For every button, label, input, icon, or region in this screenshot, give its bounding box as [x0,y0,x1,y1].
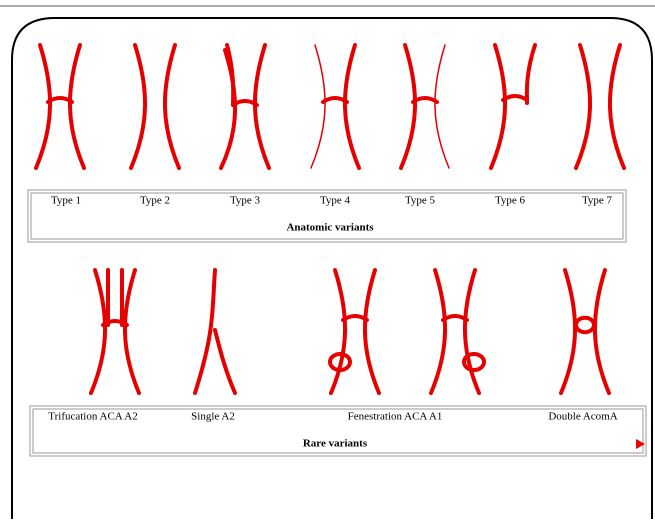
vessel [331,270,345,393]
vessel [443,316,467,320]
vessel [561,270,575,393]
scroll-arrow[interactable] [636,439,645,449]
vessel [125,270,139,393]
caption: Anatomic variants [286,222,374,234]
vessel [233,101,257,105]
label: Type 6 [495,195,526,207]
vessel [465,270,479,393]
vessel [36,45,50,168]
vessel [365,270,379,393]
vessel [323,98,347,102]
vessel [215,330,235,393]
vessel [431,270,445,393]
vessel [343,316,367,320]
vessel [413,98,437,102]
vessel [48,98,72,102]
label: Type 3 [230,195,261,207]
vessel [195,270,215,393]
label: Single A2 [191,411,235,423]
page: Type 1 Type 2 Type 3 Type 4 Type 5 Type … [0,0,655,520]
vessel [595,270,609,393]
vessel [165,45,179,168]
vessel [345,45,359,168]
vessel [576,45,590,168]
vessel [70,45,84,168]
label: Double AcomA [548,411,617,423]
vessel [131,45,145,168]
vessel [311,45,325,168]
vessel [610,45,624,168]
vessel [503,96,527,100]
label: Type 5 [405,195,436,207]
vessel [435,45,449,168]
label: Type 7 [582,195,613,207]
vessel [527,45,535,103]
vessel [576,318,594,332]
label: Type 1 [51,195,81,207]
vessel-drawings [36,45,624,393]
vessel [91,270,105,393]
vessel [491,45,505,168]
label: Type 2 [140,195,170,207]
label: Trifucation ACA A2 [48,411,137,423]
label: Type 4 [320,195,351,207]
vessel [401,45,415,168]
caption: Rare variants [303,438,368,450]
label: Fenestration ACA A1 [348,411,443,423]
